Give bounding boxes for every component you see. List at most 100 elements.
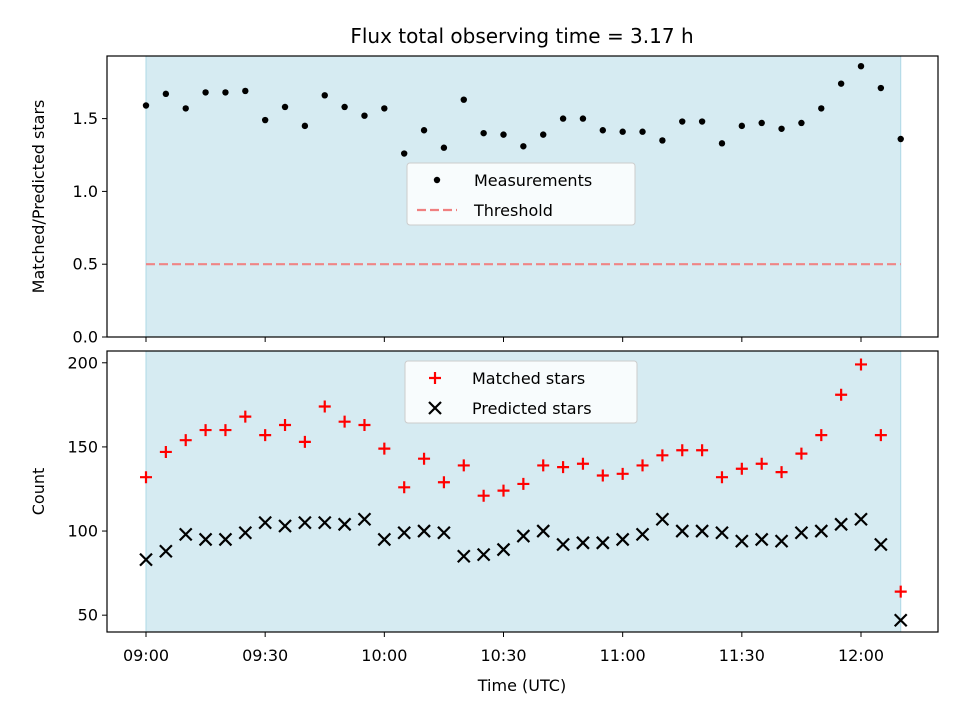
measurement-point [857,62,865,70]
predicted-stars-point [536,524,550,538]
matched-stars-point [457,459,470,472]
matched-stars-point [318,400,331,413]
predicted-stars-point [178,527,193,542]
measurement-point [301,122,309,130]
x-axis-label: Time (UTC) [477,676,566,695]
measurement-point [679,118,686,125]
predicted-stars-point [576,536,590,550]
y-tick-label: 50 [78,606,98,625]
matched-stars-point [199,424,212,437]
matched-stars-point [616,467,629,480]
x-tick-label: 11:00 [600,646,646,665]
predicted-stars-point [298,515,312,530]
measurement-point [520,143,527,150]
predicted-stars-point [397,525,411,540]
matched-stars-point [477,489,490,502]
matched-stars-point [696,444,709,457]
matched-stars-point [576,457,589,470]
predicted-stars-point [675,524,690,538]
matched-stars-point [874,429,887,442]
predicted-stars-point [437,525,451,540]
measurement-point [281,103,289,111]
matched-stars-point [378,442,391,455]
measurement-point [400,150,408,157]
x-tick-label: 09:30 [242,646,288,665]
predicted-stars-point [635,527,650,542]
bottom-series-1 [139,512,908,627]
predicted-stars-point [278,519,292,533]
legend-label: Predicted stars [472,399,592,418]
matched-stars-point [219,424,232,437]
matched-stars-point [835,388,848,401]
y-tick-label: 150 [67,437,98,456]
matched-stars-point [259,429,272,442]
ratio-panel: 0.0 0.5 1.0 1.5 Matched/Predicted stars Measu… [29,55,939,347]
matched-stars-point [517,477,530,490]
measurement-point [182,105,189,112]
predicted-stars-point [834,517,848,532]
measurement-point [837,80,845,87]
measurement-point [222,89,229,96]
matched-stars-point [437,476,450,489]
matched-stars-point [279,419,292,432]
predicted-stars-point [317,515,332,530]
measurement-point [897,135,904,143]
matched-stars-point [656,449,669,462]
chart-title: Flux total observing time = 3.17 h [350,24,693,48]
matched-stars-point [418,452,431,465]
measurement-point [778,125,785,132]
x-tick-label: 10:00 [361,646,407,665]
matched-stars-point [795,447,808,460]
matched-stars-point [179,434,192,447]
predicted-stars-point [774,534,789,548]
x-tick-label: 11:30 [719,646,765,665]
predicted-stars-point [615,532,630,547]
predicted-stars-point [417,524,431,538]
matched-stars-point [596,469,609,482]
measurement-point [639,128,646,135]
measurement-point [480,129,487,137]
predicted-stars-point [159,544,173,559]
predicted-stars-point [139,552,153,567]
matched-stars-point [398,481,411,494]
x-tick-label: 10:30 [480,646,526,665]
measurement-point [758,119,765,127]
measurement-point [818,105,825,112]
predicted-stars-point [893,613,908,627]
predicted-stars-point [337,517,352,532]
matched-stars-point [775,466,788,479]
predicted-stars-point [655,512,670,527]
measurement-point [500,131,507,138]
predicted-stars-point [198,532,213,547]
measurement-point [361,112,368,119]
legend-predicted-swatch [428,401,442,415]
predicted-stars-point [874,537,888,552]
legend-label: Measurements [474,171,592,190]
axes-frame [106,55,939,338]
legend-box [406,162,636,226]
counts-panel: 50 100 150 200 09:00 09:30 10:00 10:30 11:00 11:3… [29,350,939,665]
y-tick-label: 0.0 [73,328,98,347]
y-tick-label: 1.5 [73,109,98,128]
matched-stars-point [358,419,371,432]
legend-matched-swatch [429,372,441,384]
predicted-stars-point [457,549,471,564]
bottom-legend: Matched stars Predicted stars [404,360,638,424]
predicted-stars-point [556,537,570,552]
measurement-point [619,128,626,135]
predicted-stars-point [854,512,868,527]
measurement-point [381,105,388,112]
measurement-point [877,84,885,92]
y-tick-label: 100 [67,522,98,541]
matched-stars-point [636,459,649,472]
top-legend: Measurements Threshold [406,162,636,226]
matched-stars-point [676,444,689,457]
predicted-stars-point [735,534,749,548]
measurement-point [242,87,249,95]
legend-box [404,360,638,424]
matched-stars-point [537,459,550,472]
measurement-point [261,116,269,124]
measurement-point [540,131,547,138]
matched-stars-point [497,484,510,497]
matched-stars-point [715,471,728,484]
